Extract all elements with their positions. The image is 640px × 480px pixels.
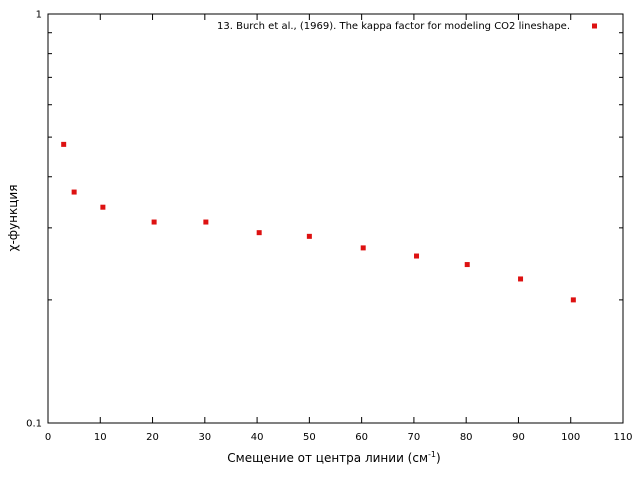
legend-marker <box>592 23 597 29</box>
data-point <box>360 245 366 251</box>
data-point <box>414 253 420 259</box>
x-tick-label: 50 <box>303 432 316 443</box>
data-series <box>61 141 576 303</box>
data-point <box>570 297 576 303</box>
data-point <box>61 141 67 147</box>
y-axis-label: χ-функция <box>6 185 20 252</box>
data-point <box>71 189 77 195</box>
data-point <box>100 204 106 210</box>
plot-frame <box>47 13 624 424</box>
x-tick-label: 70 <box>408 432 421 443</box>
y-tick-label: 0.1 <box>26 419 42 430</box>
data-point <box>464 262 470 268</box>
data-point <box>256 230 262 236</box>
data-point <box>203 219 209 225</box>
x-tick-label: 10 <box>94 432 107 443</box>
x-tick-label: 20 <box>146 432 159 443</box>
data-point <box>151 219 157 225</box>
x-axis-ticks: 0 10 20 30 40 50 60 70 80 90 100 110 <box>45 14 633 443</box>
x-axis-label-suffix: ) <box>436 451 441 465</box>
x-tick-label: 0 <box>45 432 51 443</box>
x-tick-label: 80 <box>460 432 473 443</box>
data-point <box>306 233 312 239</box>
legend-label: 13. Burch et al., (1969). The kappa fact… <box>217 21 570 32</box>
y-axis-ticks: 0.11 <box>26 10 623 430</box>
x-tick-label: 60 <box>355 432 368 443</box>
x-axis-label-superscript: -1 <box>428 450 436 459</box>
x-tick-label: 30 <box>198 432 211 443</box>
data-point <box>518 276 524 282</box>
x-tick-label: 40 <box>251 432 264 443</box>
y-tick-label: 1 <box>36 10 42 21</box>
x-tick-label: 100 <box>561 432 580 443</box>
x-axis-label: Смещение от центра линии (см-1) <box>227 450 440 465</box>
x-tick-label: 90 <box>512 432 525 443</box>
x-axis-label-main: Смещение от центра линии (см <box>227 451 428 465</box>
x-tick-label: 110 <box>613 432 632 443</box>
